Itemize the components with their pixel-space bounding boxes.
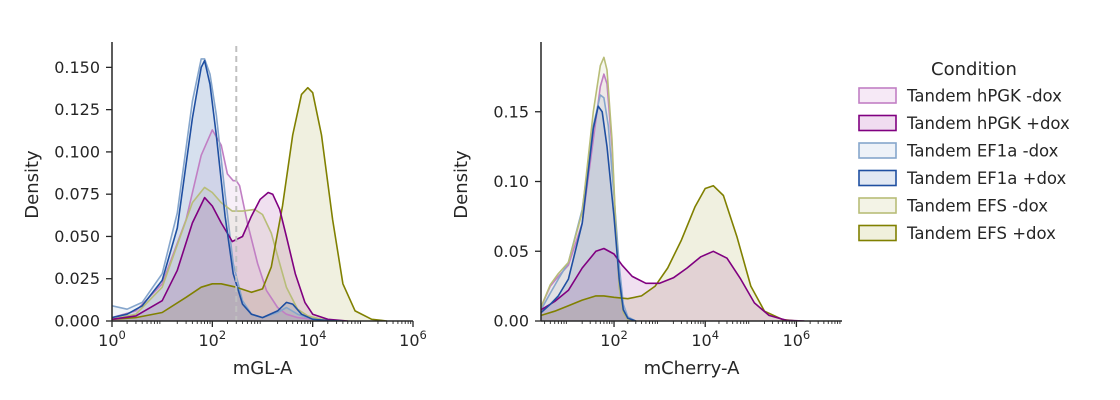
legend-item: Tandem EFS +dox bbox=[858, 224, 1056, 243]
legend-item: Tandem EF1a -dox bbox=[858, 142, 1059, 161]
y-axis-label: Density bbox=[451, 150, 472, 219]
panel-mgl: 0.000 0.025 0.050 0.075 0.100 0.125 0.150 100 10… bbox=[22, 42, 427, 379]
line-tandem-ef1a-dox bbox=[112, 58, 337, 321]
legend-item: Tandem hPGK -dox bbox=[858, 87, 1062, 106]
legend-item: Tandem hPGK +dox bbox=[858, 114, 1070, 133]
legend-label: Tandem EFS -dox bbox=[906, 197, 1048, 216]
area-tandem-ef1a-dox bbox=[541, 95, 636, 321]
x-tick-label: 102 bbox=[198, 328, 226, 350]
area-tandem-efs-dox bbox=[112, 87, 387, 321]
panel-mcherry: 0.00 0.05 0.10 0.15 102 104 106 mCherry-A Densit… bbox=[451, 42, 842, 379]
plot-area bbox=[112, 58, 387, 321]
line-tandem-ef1a-dox bbox=[541, 105, 637, 321]
area-tandem-hpgk-dox bbox=[541, 248, 805, 321]
y-tick-label: 0.025 bbox=[54, 269, 100, 288]
legend-label: Tandem EF1a +dox bbox=[906, 169, 1067, 188]
y-tick-label: 0.00 bbox=[493, 312, 529, 331]
x-tick-label: 106 bbox=[399, 328, 427, 350]
area-tandem-ef1a-dox bbox=[541, 106, 636, 321]
line-tandem-efs-dox bbox=[112, 86, 387, 321]
y-tick-label: 0.075 bbox=[54, 185, 100, 204]
legend: Condition Tandem hPGK -dox Tandem hPGK +d… bbox=[858, 59, 1070, 243]
y-tick-label: 0.050 bbox=[54, 227, 100, 246]
line-tandem-ef1a-dox bbox=[112, 59, 343, 321]
plot-area bbox=[541, 56, 805, 321]
x-axis-label: mCherry-A bbox=[644, 358, 741, 379]
y-tick-label: 0.100 bbox=[54, 142, 100, 161]
legend-swatch bbox=[858, 224, 897, 242]
legend-label: Tandem EF1a -dox bbox=[906, 142, 1059, 161]
line-tandem-hpgk-dox bbox=[112, 191, 348, 321]
x-tick-label: 106 bbox=[783, 328, 811, 350]
area-tandem-hpgk-dox bbox=[112, 129, 337, 321]
y-tick-label: 0.10 bbox=[493, 172, 529, 191]
y-tick-label: 0.125 bbox=[54, 100, 100, 119]
legend-title: Condition bbox=[931, 59, 1017, 80]
area-tandem-hpgk-dox bbox=[541, 74, 636, 321]
legend-swatch bbox=[858, 114, 897, 132]
legend-swatch bbox=[858, 169, 897, 187]
legend-label: Tandem EFS +dox bbox=[906, 224, 1056, 243]
area-tandem-efs-dox bbox=[541, 57, 636, 321]
y-tick-label: 0.000 bbox=[54, 312, 100, 331]
legend-items: Tandem hPGK -dox Tandem hPGK +dox Tandem E… bbox=[858, 87, 1070, 243]
line-tandem-hpgk-dox bbox=[541, 247, 805, 321]
legend-swatch bbox=[858, 87, 897, 104]
y-tick-label: 0.15 bbox=[493, 102, 529, 121]
x-tick-label: 104 bbox=[299, 328, 327, 350]
x-tick-label: 104 bbox=[691, 328, 719, 350]
legend-swatch bbox=[858, 197, 897, 214]
legend-label: Tandem hPGK -dox bbox=[906, 87, 1062, 106]
area-tandem-efs-dox bbox=[541, 185, 797, 321]
y-tick-label: 0.150 bbox=[54, 58, 100, 77]
area-tandem-efs-dox bbox=[112, 187, 343, 321]
legend-item: Tandem EF1a +dox bbox=[858, 169, 1067, 188]
x-tick-label: 100 bbox=[98, 328, 126, 350]
legend-item: Tandem EFS -dox bbox=[858, 197, 1048, 216]
x-axis-label: mGL-A bbox=[233, 358, 293, 379]
x-tick-label: 102 bbox=[600, 328, 628, 350]
legend-label: Tandem hPGK +dox bbox=[906, 114, 1070, 133]
legend-swatch bbox=[858, 142, 897, 159]
y-axis-label: Density bbox=[22, 150, 43, 219]
line-tandem-efs-dox bbox=[541, 184, 797, 321]
y-tick-label: 0.05 bbox=[493, 242, 529, 261]
area-tandem-hpgk-dox bbox=[112, 192, 348, 321]
